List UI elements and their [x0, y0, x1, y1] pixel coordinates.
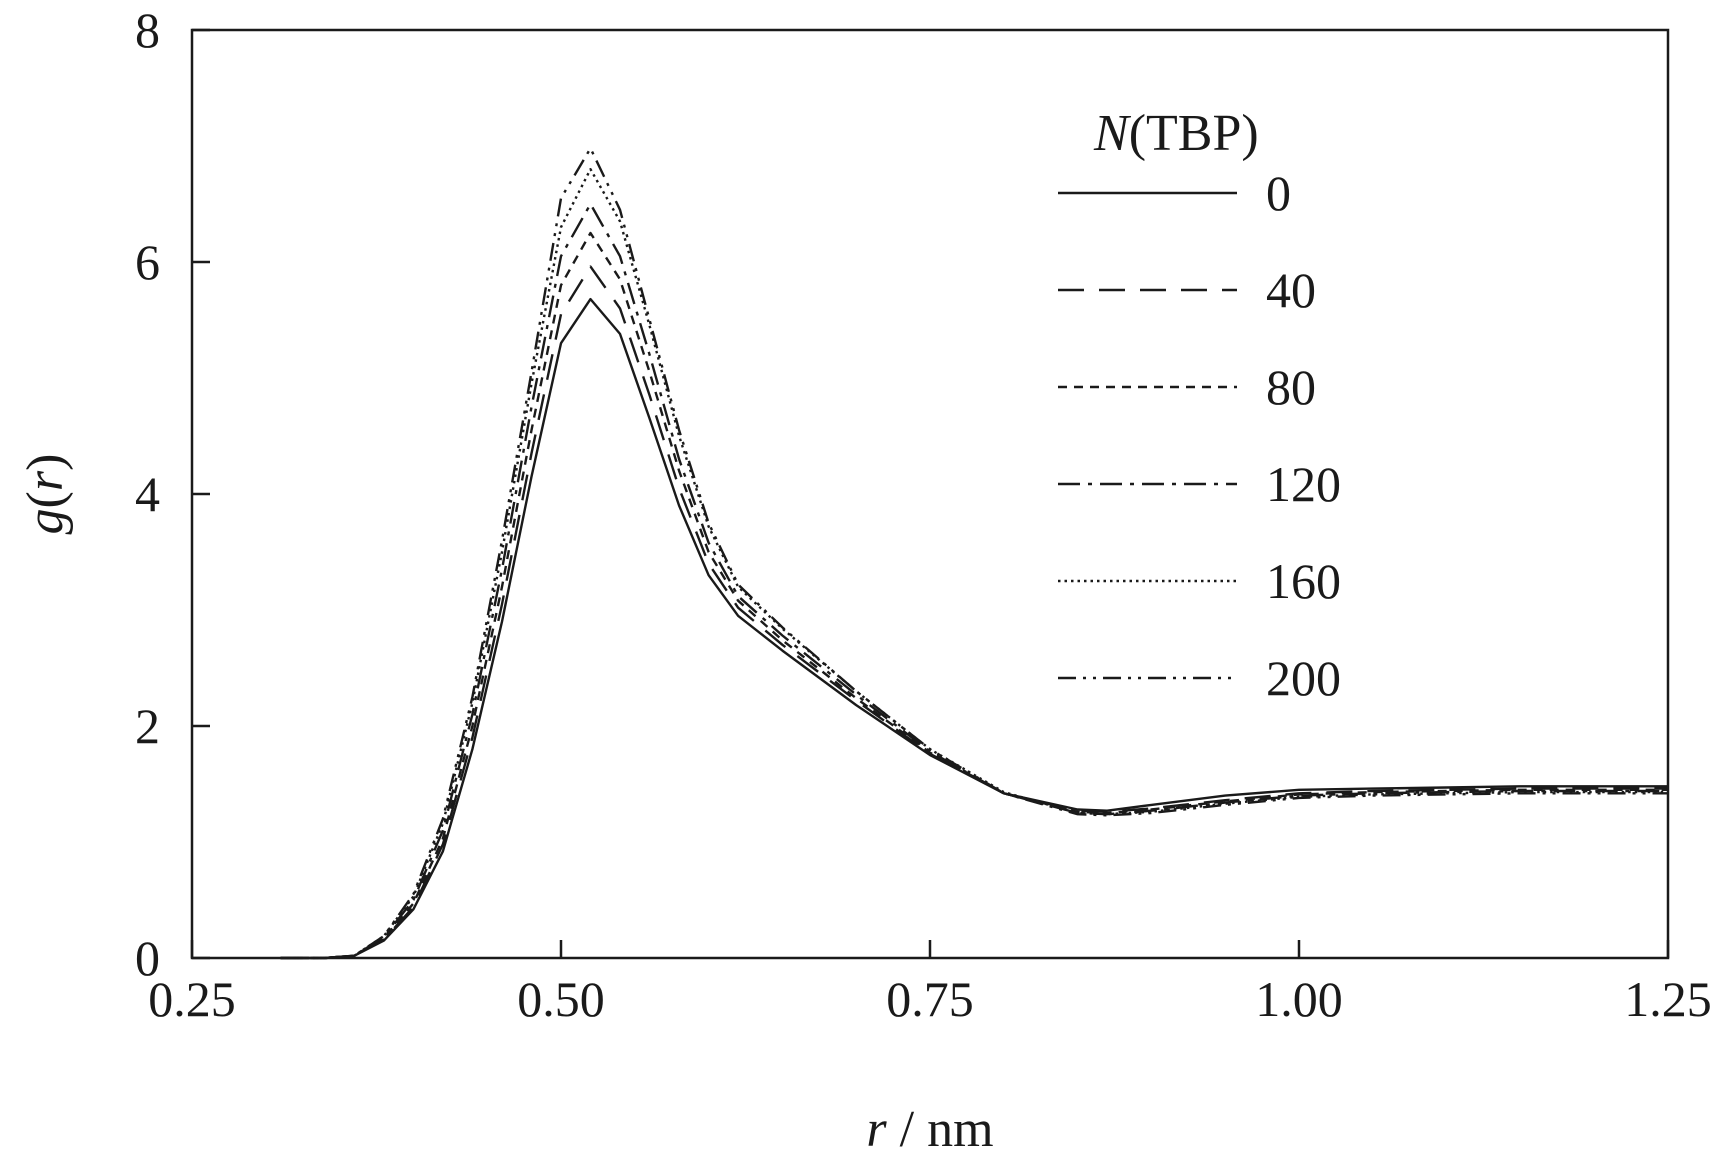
- series-line-80: [280, 231, 1668, 960]
- x-tick-label: 1.25: [1624, 971, 1712, 1027]
- series-line-120: [280, 202, 1668, 960]
- legend-label-120: 120: [1266, 456, 1341, 512]
- series-line-0: [280, 297, 1668, 960]
- y-tick-label: 2: [135, 698, 160, 754]
- x-axis-title: r / nm: [866, 1101, 993, 1158]
- legend-label-0: 0: [1266, 165, 1291, 221]
- y-axis-func: g: [17, 508, 74, 534]
- x-tick-label: 0.75: [886, 971, 974, 1027]
- legend-label-40: 40: [1266, 262, 1316, 318]
- y-tick-label: 6: [135, 234, 160, 290]
- legend-label-160: 160: [1266, 553, 1341, 609]
- y-axis-paren-open: (: [17, 491, 74, 508]
- y-axis-var: r: [17, 470, 74, 491]
- x-axis-var: r: [866, 1101, 887, 1158]
- x-tick-label: 0.25: [148, 971, 236, 1027]
- series-line-160: [280, 167, 1668, 960]
- legend-title-rest: (TBP): [1129, 105, 1259, 162]
- x-tick-label: 1.00: [1255, 971, 1343, 1027]
- y-tick-label: 4: [135, 466, 160, 522]
- y-axis-paren-close: ): [17, 454, 74, 471]
- legend-title-var: N: [1093, 105, 1132, 162]
- axis-ticks: 0.25 0.50 0.75 1.00 1.25 0 2 4 6 8: [135, 2, 1712, 1027]
- x-tick-label: 0.50: [517, 971, 605, 1027]
- legend-label-80: 80: [1266, 359, 1316, 415]
- legend: N(TBP) 0 40 80 120 160 200: [1058, 105, 1341, 706]
- legend-label-200: 200: [1266, 650, 1341, 706]
- y-axis-title: g(r): [17, 454, 74, 535]
- x-axis-unit: / nm: [887, 1101, 994, 1158]
- y-tick-label: 8: [135, 2, 160, 58]
- plot-frame: [190, 28, 1670, 960]
- y-tick-label: 0: [135, 930, 160, 986]
- legend-title: N(TBP): [1093, 105, 1259, 162]
- series-line-200: [280, 147, 1668, 960]
- series-layer: [280, 147, 1668, 960]
